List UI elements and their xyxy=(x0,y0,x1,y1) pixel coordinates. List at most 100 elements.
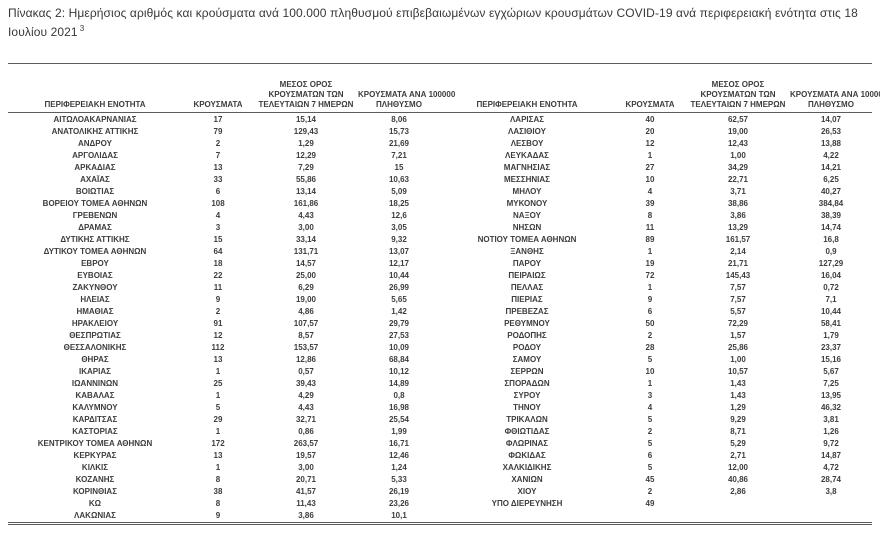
cases-cell: 13 xyxy=(213,355,223,364)
avg-7day-cell: 12,00 xyxy=(727,463,749,472)
cases-cell: 9 xyxy=(215,511,221,520)
avg-7day-cell: 263,57 xyxy=(293,439,319,448)
table-row: ΚΑΣΤΟΡΙΑΣ 1 0,86 1,99 ΦΘΙΩΤΙΔΑΣ 2 8,71 1,26 xyxy=(8,426,872,438)
avg-7day-cell: 0,86 xyxy=(298,427,314,436)
avg-7day-cell: 38,86 xyxy=(727,199,749,208)
avg-7day-cell: 3,86 xyxy=(730,211,746,220)
per-100k-cell: 14,21 xyxy=(820,163,842,172)
cases-cell: 1 xyxy=(215,367,221,376)
per-100k-cell: 14,07 xyxy=(820,115,842,124)
per-100k-cell: 5,67 xyxy=(823,367,839,376)
avg-7day-cell: 8,71 xyxy=(730,427,746,436)
avg-7day-cell: 25,00 xyxy=(295,271,317,280)
per-100k-cell: 16,98 xyxy=(388,403,410,412)
cases-cell: 1 xyxy=(215,391,221,400)
cases-cell: 2 xyxy=(647,331,653,340)
per-100k-cell: 13,07 xyxy=(388,247,410,256)
per-100k-cell: 29,79 xyxy=(388,319,410,328)
avg-7day-cell: 2,14 xyxy=(730,247,746,256)
avg-7day-cell: 5,29 xyxy=(730,439,746,448)
table-row: ΔΥΤΙΚΗΣ ΑΤΤΙΚΗΣ 15 33,14 9,32 ΝΟΤΙΟΥ ΤΟΜΕΑ Α… xyxy=(8,234,872,246)
region-name-cell: ΠΕΛΛΑΣ xyxy=(510,283,544,292)
cases-cell: 64 xyxy=(213,247,223,256)
table-row: ΑΝΔΡΟΥ 2 1,29 21,69 ΛΕΣΒΟΥ 12 12,43 13,88 xyxy=(8,138,872,150)
col-header-region-left: ΠΕΡΙΦΕΡΕΙΑΚΗ ΕΝΟΤΗΤΑ xyxy=(8,63,182,113)
region-name-cell: ΑΧΑΪΑΣ xyxy=(80,175,110,184)
per-100k-cell: 46,32 xyxy=(820,403,842,412)
region-name-cell: ΘΗΡΑΣ xyxy=(81,355,109,364)
avg-7day-cell: 107,57 xyxy=(293,319,319,328)
region-name-cell: ΤΡΙΚΑΛΩΝ xyxy=(506,415,548,424)
avg-7day-cell: 19,00 xyxy=(295,295,317,304)
footnote-marker: 3 xyxy=(79,24,85,33)
region-name-cell: ΣΥΡΟΥ xyxy=(513,391,541,400)
region-name-cell: ΣΑΜΟΥ xyxy=(512,355,542,364)
cases-cell: 45 xyxy=(645,475,655,484)
region-name-cell: ΜΕΣΣΗΝΙΑΣ xyxy=(504,175,550,184)
table-row: ΕΒΡΟΥ 18 14,57 12,17 ΠΑΡΟΥ 19 21,71 127,29 xyxy=(8,258,872,270)
avg-7day-cell: 33,14 xyxy=(295,235,317,244)
region-name-cell: ΕΥΒΟΙΑΣ xyxy=(77,271,113,280)
per-100k-cell: 1,24 xyxy=(391,463,407,472)
table-row: ΖΑΚΥΝΘΟΥ 11 6,29 26,99 ΠΕΛΛΑΣ 1 7,57 0,72 xyxy=(8,282,872,294)
col-header-avg7-left: ΜΕΣΟΣ ΟΡΟΣ ΚΡΟΥΣΜΑΤΩΝ ΤΩΝ ΤΕΛΕΥΤΑΙΩΝ 7 Η… xyxy=(254,63,358,113)
avg-7day-cell: 161,86 xyxy=(293,199,319,208)
region-name-cell: ΠΙΕΡΙΑΣ xyxy=(511,295,543,304)
avg-7day-cell: 131,71 xyxy=(293,247,319,256)
table-row: ΘΕΣΣΑΛΟΝΙΚΗΣ 112 153,57 10,09 ΡΟΔΟΥ 28 25,86 23… xyxy=(8,342,872,354)
region-name-cell: ΕΒΡΟΥ xyxy=(81,259,109,268)
cases-cell: 49 xyxy=(645,499,655,508)
region-name-cell: ΠΡΕΒΕΖΑΣ xyxy=(505,307,549,316)
per-100k-cell: 14,89 xyxy=(388,379,410,388)
table-body: ΑΙΤΩΛΟΑΚΑΡΝΑΝΙΑΣ 17 15,14 8,06 ΛΑΡΙΣΑΣ 40 62,5… xyxy=(8,113,872,524)
cases-cell: 5 xyxy=(647,355,653,364)
cases-cell: 1 xyxy=(647,151,653,160)
cases-cell: 17 xyxy=(213,115,223,124)
avg-7day-cell: 7,29 xyxy=(298,163,314,172)
cases-cell: 5 xyxy=(647,439,653,448)
avg-7day-cell: 161,57 xyxy=(725,235,751,244)
avg-7day-cell: 13,14 xyxy=(295,187,317,196)
cases-cell: 4 xyxy=(215,211,221,220)
avg-7day-cell: 7,57 xyxy=(730,295,746,304)
cases-cell: 9 xyxy=(647,295,653,304)
table-row: ΔΡΑΜΑΣ 3 3,00 3,05 ΝΗΣΩΝ 11 13,29 14,74 xyxy=(8,222,872,234)
avg-7day-cell: 5,57 xyxy=(730,307,746,316)
table-row: ΑΡΓΟΛΙΔΑΣ 7 12,29 7,21 ΛΕΥΚΑΔΑΣ 1 1,00 4,22 xyxy=(8,150,872,162)
avg-7day-cell: 129,43 xyxy=(293,127,319,136)
region-name-cell: ΚΑΡΔΙΤΣΑΣ xyxy=(72,415,118,424)
region-name-cell: ΣΕΡΡΩΝ xyxy=(510,367,544,376)
cases-cell: 28 xyxy=(645,343,655,352)
per-100k-cell: 10,44 xyxy=(388,271,410,280)
table-row: ΚΩ 8 11,43 23,26 ΥΠΟ ΔΙΕΡΕΥΝΗΣΗ 49 xyxy=(8,498,872,510)
table-row: ΘΗΡΑΣ 13 12,86 68,84 ΣΑΜΟΥ 5 1,00 15,16 xyxy=(8,354,872,366)
cases-cell: 27 xyxy=(645,163,655,172)
avg-7day-cell: 1,00 xyxy=(730,355,746,364)
cases-cell: 6 xyxy=(647,451,653,460)
region-name-cell: ΖΑΚΥΝΘΟΥ xyxy=(72,283,118,292)
region-name-cell: ΘΕΣΣΑΛΟΝΙΚΗΣ xyxy=(63,343,127,352)
region-name-cell: ΠΑΡΟΥ xyxy=(512,259,542,268)
avg-7day-cell: 11,43 xyxy=(296,499,316,508)
table-row: ΒΟΡΕΙΟΥ ΤΟΜΕΑ ΑΘΗΝΩΝ 108 161,86 18,25 ΜΥΚΟΝΟ… xyxy=(8,198,872,210)
avg-7day-cell: 19,00 xyxy=(727,127,749,136)
per-100k-cell xyxy=(790,498,872,510)
region-name-cell: ΦΩΚΙΔΑΣ xyxy=(508,451,546,460)
region-name-cell: ΒΟΡΕΙΟΥ ΤΟΜΕΑ ΑΘΗΝΩΝ xyxy=(42,199,148,208)
table-row: ΚΕΡΚΥΡΑΣ 13 19,57 12,46 ΦΩΚΙΔΑΣ 6 2,71 14,87 xyxy=(8,450,872,462)
region-name-cell: ΗΡΑΚΛΕΙΟΥ xyxy=(71,319,119,328)
region-name-cell: ΚΕΡΚΥΡΑΣ xyxy=(73,451,117,460)
avg-7day-cell: 3,71 xyxy=(730,187,746,196)
avg-7day-cell: 72,29 xyxy=(727,319,749,328)
avg-7day-cell: 4,29 xyxy=(298,391,314,400)
cases-cell: 50 xyxy=(645,319,655,328)
cases-cell: 40 xyxy=(645,115,655,124)
table-row: ΚΕΝΤΡΙΚΟΥ ΤΟΜΕΑ ΑΘΗΝΩΝ 172 263,57 16,71 ΦΛΩΡ… xyxy=(8,438,872,450)
per-100k-cell: 12,6 xyxy=(391,211,407,220)
cases-cell: 33 xyxy=(213,175,223,184)
avg-7day-cell: 13,29 xyxy=(727,223,749,232)
cases-cell: 13 xyxy=(213,451,223,460)
cases-cell: 39 xyxy=(645,199,655,208)
table-header: ΠΕΡΙΦΕΡΕΙΑΚΗ ΕΝΟΤΗΤΑ ΚΡΟΥΣΜΑΤΑ ΜΕΣΟΣ ΟΡΟ… xyxy=(8,63,880,113)
per-100k-cell: 38,39 xyxy=(820,211,842,220)
